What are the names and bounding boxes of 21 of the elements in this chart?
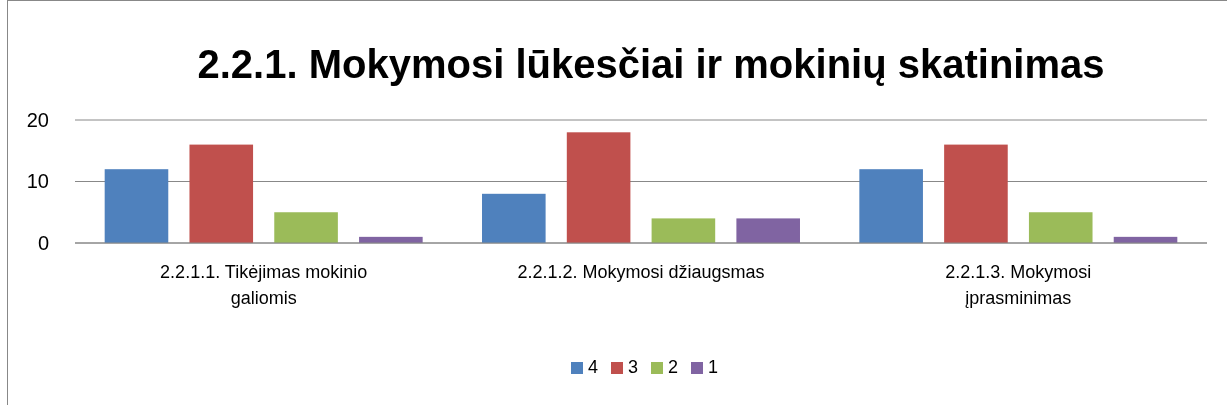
legend-label: 2	[668, 357, 679, 377]
legend-label: 1	[708, 357, 719, 377]
bar	[651, 218, 716, 243]
bar	[566, 132, 631, 243]
bar	[274, 212, 338, 243]
chart-title: 2.2.1. Mokymosi lūkesčiai ir mokinių skatinimas	[197, 42, 1105, 86]
bar	[104, 169, 169, 243]
legend-label: 4	[588, 357, 599, 377]
y-tick-label: 10	[26, 170, 49, 193]
bar	[944, 144, 1008, 243]
x-tick-label: 2.2.1.3. Mokymosi įprasminimas	[945, 262, 1092, 308]
x-tick-label: 2.2.1.2. Mokymosi džiaugsmas	[517, 262, 765, 282]
bar	[1028, 212, 1093, 243]
y-tick-label: 0	[37, 231, 49, 254]
legend-label: 3	[628, 357, 639, 377]
bar	[859, 169, 923, 243]
bar	[189, 144, 254, 243]
bar	[482, 193, 546, 243]
y-tick-label: 20	[26, 108, 49, 131]
x-tick-label: 2.2.1.1. Tikėjimas mokinio galiomis	[160, 262, 368, 308]
bar	[736, 218, 800, 243]
